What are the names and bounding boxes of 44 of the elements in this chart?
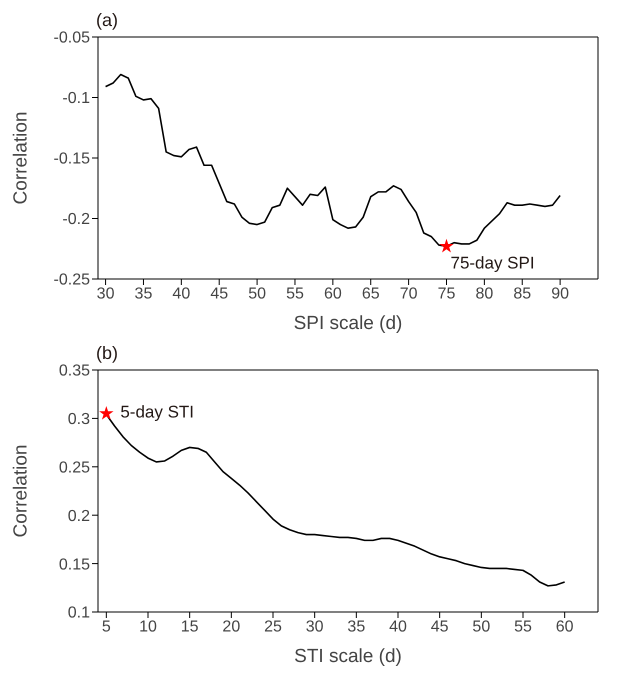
y-tick-label: -0.15 [54,150,90,168]
x-tick-label: 40 [172,285,190,302]
y-tick-label: -0.2 [62,211,90,228]
annotation: 5-day STI [120,402,194,422]
x-tick-label: 20 [222,618,240,636]
x-tick-label: 35 [134,285,152,302]
x-axis-title: SPI scale (d) [294,313,402,334]
x-tick-label: 30 [96,285,115,302]
x-tick-label: 60 [556,618,574,636]
y-axis-title: Correlation [10,112,32,204]
x-tick-label: 10 [139,618,157,636]
y-tick-label: -0.05 [54,30,90,47]
x-tick-label: 45 [430,618,449,636]
y-tick-label: 0.2 [68,508,90,525]
y-tick-label: 0.3 [68,411,90,428]
x-tick-label: 30 [306,618,324,636]
y-tick-label: -0.25 [54,272,90,289]
annotation: 75-day SPI [450,253,535,272]
x-tick-label: 50 [472,618,490,636]
y-tick-label: -0.1 [62,90,90,108]
y-tick-label: 0.15 [58,556,90,574]
x-tick-label: 65 [362,285,380,302]
x-tick-label: 15 [180,618,199,636]
x-tick-label: 40 [389,618,407,636]
x-tick-label: 70 [400,285,418,302]
chart-title: (a) [96,10,118,31]
y-tick-label: 0.35 [58,362,90,380]
x-tick-label: 85 [513,285,532,302]
x-tick-label: 55 [514,618,532,636]
x-tick-label: 90 [551,285,570,302]
x-tick-label: 75 [438,285,456,302]
x-tick-label: 55 [286,285,304,302]
x-tick-label: 35 [347,618,366,636]
y-tick-label: 0.25 [58,459,90,476]
chart-title: (b) [96,343,118,364]
x-tick-label: 45 [210,285,228,302]
x-tick-label: 60 [324,285,342,302]
x-tick-label: 50 [248,285,266,302]
y-axis-title: Correlation [10,444,32,538]
x-tick-label: 25 [264,618,282,636]
x-tick-label: 80 [475,285,494,302]
y-tick-label: 0.1 [68,604,90,622]
x-axis-title: STI scale (d) [294,646,402,667]
x-tick-label: 5 [102,618,111,636]
